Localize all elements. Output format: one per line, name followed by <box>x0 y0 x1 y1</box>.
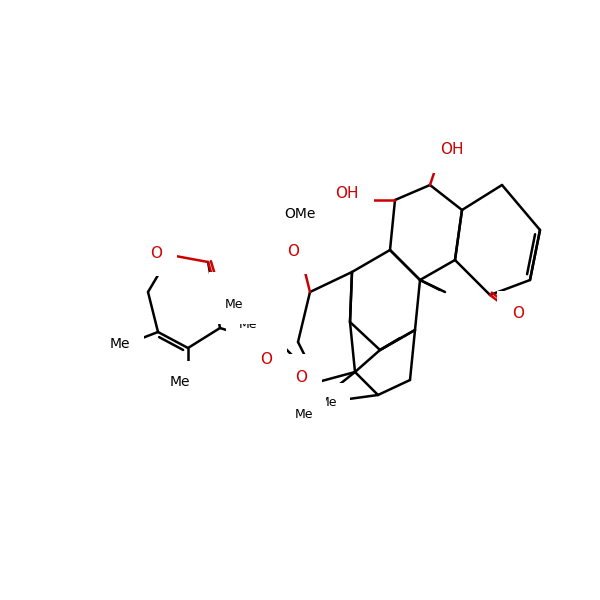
Text: Me: Me <box>239 319 257 331</box>
Text: O: O <box>295 370 307 385</box>
Text: Me: Me <box>295 407 313 421</box>
Text: OH: OH <box>335 187 359 202</box>
Text: OH: OH <box>440 142 464 157</box>
Text: O: O <box>287 244 299 259</box>
Text: O: O <box>150 245 162 260</box>
Text: Me: Me <box>319 395 337 409</box>
Text: O: O <box>260 352 272 367</box>
Text: O: O <box>224 287 236 302</box>
Text: O: O <box>512 307 524 322</box>
Text: OMe: OMe <box>284 207 316 221</box>
Text: Me: Me <box>225 298 243 311</box>
Text: Me: Me <box>110 337 130 351</box>
Text: Me: Me <box>170 375 190 389</box>
